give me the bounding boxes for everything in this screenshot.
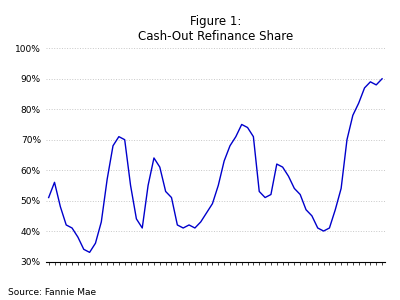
Text: Source: Fannie Mae: Source: Fannie Mae [8,288,96,297]
Title: Figure 1:
Cash-Out Refinance Share: Figure 1: Cash-Out Refinance Share [138,15,293,43]
